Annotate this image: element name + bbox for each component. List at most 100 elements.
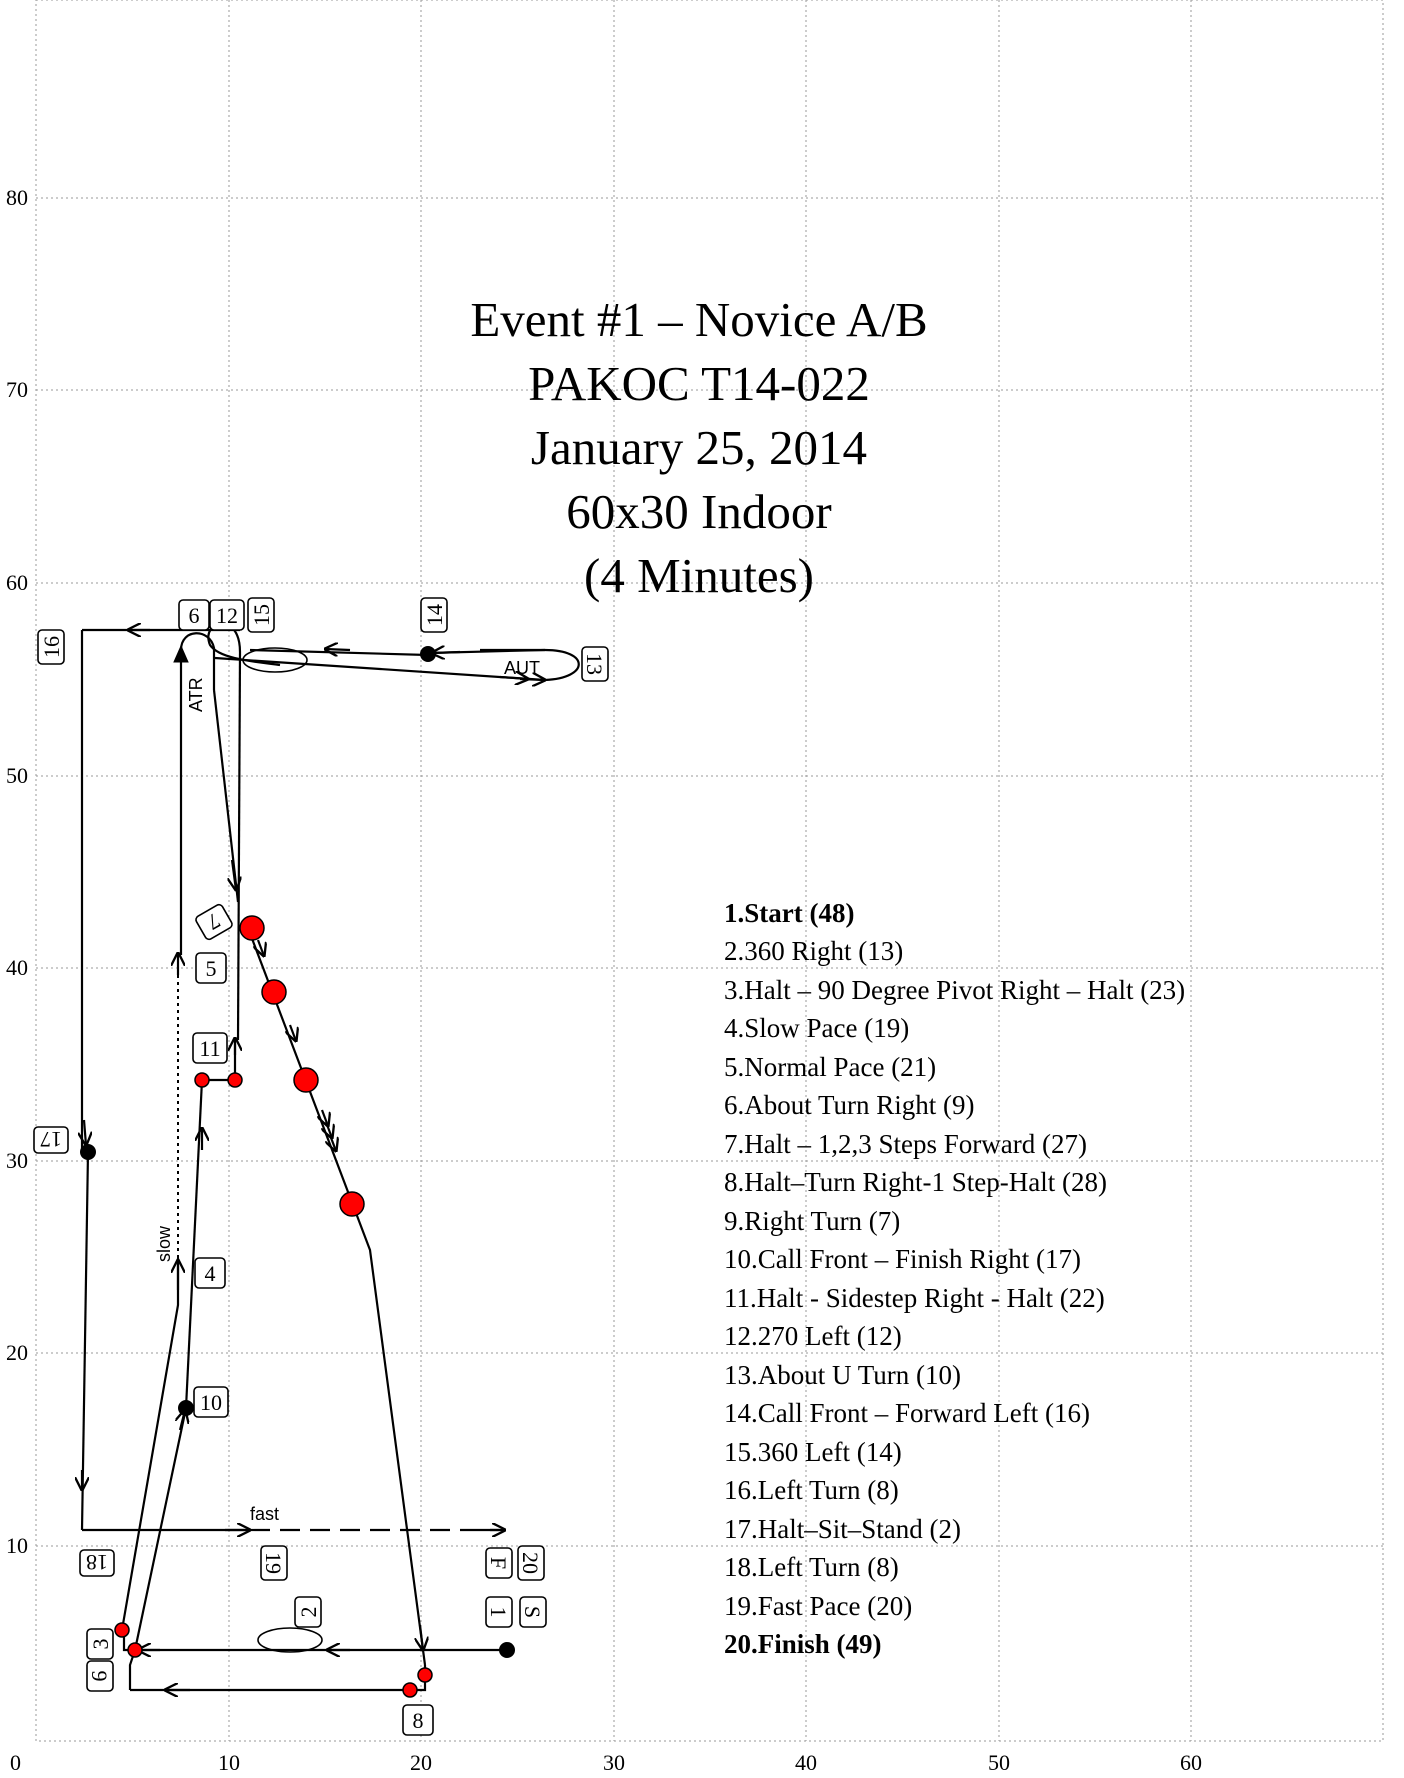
sign-start: S	[519, 1596, 547, 1628]
legend-item: 19.Fast Pace (20)	[724, 1591, 912, 1621]
x-tick: 40	[795, 1750, 817, 1775]
grid	[36, 0, 1383, 1741]
x-tick: 0	[10, 1750, 21, 1775]
sign-11: 11	[192, 1032, 228, 1064]
sign-20: 20	[517, 1545, 545, 1581]
station-dot-17	[80, 1144, 96, 1160]
y-tick: 60	[6, 570, 28, 595]
legend-item: 6.About Turn Right (9)	[724, 1090, 975, 1120]
svg-text:8: 8	[413, 1708, 424, 1733]
sign-15: 15	[247, 597, 275, 633]
sign-17: 17	[33, 1126, 69, 1154]
plot-frame	[35, 0, 1384, 1742]
sign-finish: F	[485, 1547, 513, 1579]
svg-text:20: 20	[518, 1552, 543, 1574]
sign-14: 14	[420, 597, 448, 633]
aut-label: AUT	[504, 658, 540, 678]
title-line: January 25, 2014	[531, 420, 867, 475]
title-line: (4 Minutes)	[584, 548, 814, 603]
circle-360-right	[257, 1627, 323, 1653]
sign-10: 10	[193, 1386, 229, 1418]
svg-text:1: 1	[486, 1607, 511, 1618]
legend-item: 10.Call Front – Finish Right (17)	[724, 1244, 1081, 1274]
svg-text:14: 14	[422, 604, 447, 626]
y-tick: 70	[6, 377, 28, 402]
svg-text:3: 3	[88, 1639, 113, 1650]
legend-item: 15.360 Left (14)	[724, 1437, 902, 1467]
svg-text:18: 18	[86, 1550, 108, 1575]
svg-text:17: 17	[40, 1127, 62, 1152]
path-about-u-turn	[480, 648, 580, 682]
station-dot-7c	[293, 1067, 319, 1093]
course-path: AUT slow fast ATR	[82, 622, 580, 1690]
sign-16: 16	[37, 629, 65, 665]
legend-item: 7.Halt – 1,2,3 Steps Forward (27)	[724, 1129, 1087, 1159]
svg-text:12: 12	[216, 603, 238, 628]
svg-text:F: F	[486, 1557, 511, 1569]
legend-item: 20.Finish (49)	[724, 1629, 882, 1659]
sign-13: 13	[581, 646, 609, 682]
legend-item: 2.360 Right (13)	[724, 936, 903, 966]
station-markers	[80, 646, 515, 1698]
y-tick: 80	[6, 185, 28, 210]
x-tick: 10	[218, 1750, 240, 1775]
atr-label: ATR	[186, 677, 206, 712]
sign-3: 3	[86, 1628, 114, 1660]
title-line: Event #1 – Novice A/B	[470, 292, 927, 347]
circle-360-left	[242, 647, 308, 673]
legend-item: 11.Halt - Sidestep Right - Halt (22)	[724, 1283, 1105, 1313]
legend-item: 8.Halt–Turn Right-1 Step-Halt (28)	[724, 1167, 1107, 1197]
fast-label: fast	[250, 1504, 279, 1524]
y-tick: 50	[6, 763, 28, 788]
svg-text:10: 10	[200, 1390, 222, 1415]
x-axis: 0 10 20 30 40 50 60	[10, 1750, 1202, 1775]
legend-item: 12.270 Left (12)	[724, 1321, 902, 1351]
legend-item: 18.Left Turn (8)	[724, 1552, 899, 1582]
sign-19: 19	[260, 1545, 288, 1581]
station-dot-11-b	[227, 1072, 243, 1088]
station-dot-7b	[261, 979, 287, 1005]
sign-boxes: S 1 2 3 9 8 4	[33, 597, 609, 1736]
x-tick: 20	[410, 1750, 432, 1775]
station-dot-10	[178, 1400, 194, 1416]
y-tick: 30	[6, 1148, 28, 1173]
sign-4: 4	[194, 1257, 226, 1289]
title-line: 60x30 Indoor	[566, 484, 831, 539]
x-tick: 30	[603, 1750, 625, 1775]
svg-text:16: 16	[39, 636, 64, 658]
sign-2: 2	[294, 1596, 322, 1628]
legend-item: 3.Halt – 90 Degree Pivot Right – Halt (2…	[724, 975, 1185, 1005]
sign-8: 8	[402, 1704, 434, 1736]
legend-item: 16.Left Turn (8)	[724, 1475, 899, 1505]
slow-label: slow	[154, 1225, 174, 1262]
legend-item: 14.Call Front – Forward Left (16)	[724, 1398, 1090, 1428]
course-title: Event #1 – Novice A/B PAKOC T14-022 Janu…	[470, 292, 927, 603]
station-dot-8-b	[402, 1682, 418, 1698]
y-tick: 10	[6, 1533, 28, 1558]
svg-text:4: 4	[205, 1261, 216, 1286]
legend-item: 9.Right Turn (7)	[724, 1206, 900, 1236]
legend-item: 5.Normal Pace (21)	[724, 1052, 936, 1082]
y-tick: 40	[6, 955, 28, 980]
svg-text:13: 13	[582, 653, 607, 675]
station-dot-7d	[339, 1191, 365, 1217]
station-dot-8-a	[417, 1667, 433, 1683]
sign-12: 12	[209, 599, 245, 631]
svg-text:6: 6	[189, 603, 200, 628]
svg-text:9: 9	[87, 1671, 112, 1682]
y-tick: 20	[6, 1340, 28, 1365]
legend-item: 17.Halt–Sit–Stand (2)	[724, 1514, 961, 1544]
svg-text:2: 2	[296, 1607, 321, 1618]
svg-text:11: 11	[199, 1036, 220, 1061]
title-line: PAKOC T14-022	[528, 356, 870, 411]
station-dot-7	[239, 915, 265, 941]
station-dot-11-a	[194, 1072, 210, 1088]
sign-18: 18	[79, 1549, 115, 1577]
station-dot-14	[420, 646, 436, 662]
svg-text:15: 15	[249, 604, 274, 626]
x-tick: 60	[1180, 1750, 1202, 1775]
legend-item: 4.Slow Pace (19)	[724, 1013, 909, 1043]
station-dot-start	[499, 1642, 515, 1658]
sign-7: 7	[195, 903, 233, 941]
